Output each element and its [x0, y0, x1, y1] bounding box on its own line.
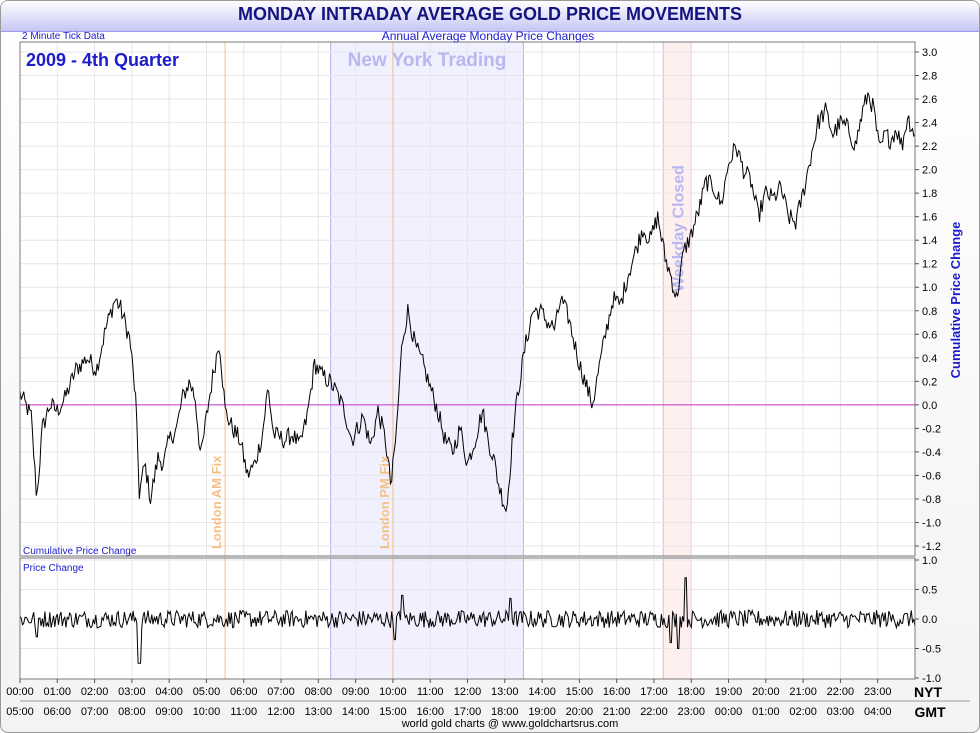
x-tick-label-gmt: 23:00 — [677, 706, 705, 718]
price-change-line — [19, 577, 916, 664]
x-tick-label-nyt: 18:00 — [677, 686, 705, 698]
y-tick-label: 1.4 — [922, 235, 937, 247]
y-tick-label: -1.0 — [922, 517, 941, 529]
x-tick-label-nyt: 21:00 — [789, 686, 817, 698]
x-tick-label-gmt: 06:00 — [44, 706, 72, 718]
y-tick-label: -1.2 — [922, 541, 941, 553]
x-tick-label-nyt: 04:00 — [155, 686, 183, 698]
y-tick-label: -0.8 — [922, 494, 941, 506]
chart-title: MONDAY INTRADAY AVERAGE GOLD PRICE MOVEM… — [237, 4, 743, 24]
period-label: 2009 - 4th Quarter — [26, 50, 179, 70]
y-tick-label: 0.6 — [922, 329, 937, 341]
x-tick-label-gmt: 15:00 — [379, 706, 407, 718]
y-tick-label: 1.0 — [922, 282, 937, 294]
y-tick-label: -0.6 — [922, 470, 941, 482]
x-tick-label-gmt: 14:00 — [342, 706, 370, 718]
y-tick-labels: 3.0 2.8 2.6 2.4 2.2 2.0 1.8 1.6 1.4 1.2 1.0 0.8 0.6 0… — [915, 47, 941, 685]
x-tick-label-gmt: 22:00 — [640, 706, 668, 718]
x-tick-label-gmt: 05:00 — [6, 706, 34, 718]
timezone-gmt: GMT — [914, 704, 946, 720]
y-tick-label: 2.2 — [922, 141, 937, 153]
x-tick-label-gmt: 07:00 — [81, 706, 109, 718]
x-tick-label-gmt: 20:00 — [566, 706, 594, 718]
x-tick-label-nyt: 10:00 — [379, 686, 407, 698]
x-tick-label-gmt: 09:00 — [155, 706, 183, 718]
y-tick-label: -1.0 — [922, 673, 941, 685]
footer-credit: world gold charts @ www.goldchartsrus.co… — [401, 718, 619, 730]
x-tick-label-gmt: 17:00 — [454, 706, 482, 718]
x-tick-label-gmt: 16:00 — [416, 706, 444, 718]
timezone-nyt: NYT — [914, 684, 942, 700]
y-tick-label: 0.0 — [922, 400, 937, 412]
x-tick-label-gmt: 03:00 — [827, 706, 855, 718]
y-tick-label: 3.0 — [922, 47, 937, 59]
y-tick-label: 1.0 — [922, 555, 937, 567]
x-tick-label-gmt: 10:00 — [193, 706, 221, 718]
y-axis-title: Cumulative Price Change — [948, 222, 963, 379]
y-tick-label: 1.2 — [922, 259, 937, 271]
change-panel-label: Price Change — [23, 563, 84, 574]
x-tick-label-gmt: 02:00 — [789, 706, 817, 718]
x-tick-label-gmt: 19:00 — [528, 706, 556, 718]
x-tick-labels: 00:00 05:00 01:00 06:00 02:00 07:00 03:00 08:00… — [6, 679, 891, 718]
x-tick-label-nyt: 15:00 — [566, 686, 594, 698]
x-tick-label-nyt: 22:00 — [827, 686, 855, 698]
y-tick-label: -0.5 — [922, 644, 941, 656]
y-tick-label: 0.5 — [922, 585, 937, 597]
x-tick-label-nyt: 17:00 — [640, 686, 668, 698]
x-tick-label-gmt: 01:00 — [752, 706, 780, 718]
x-tick-label-nyt: 03:00 — [118, 686, 146, 698]
ny-trading-band — [330, 42, 524, 556]
x-tick-label-nyt: 07:00 — [267, 686, 295, 698]
y-tick-label: 2.6 — [922, 94, 937, 106]
y-tick-label: 0.2 — [922, 376, 937, 388]
y-tick-label: 0.0 — [922, 614, 937, 626]
x-tick-label-gmt: 04:00 — [864, 706, 892, 718]
x-tick-label-nyt: 16:00 — [603, 686, 631, 698]
main-panel-label: Cumulative Price Change — [23, 546, 137, 557]
y-tick-label: -0.4 — [922, 447, 941, 459]
tick-note: 2 Minute Tick Data — [22, 31, 105, 42]
ny-trading-label: New York Trading — [348, 50, 507, 71]
x-tick-label-nyt: 00:00 — [6, 686, 34, 698]
x-tick-label-gmt: 00:00 — [715, 706, 743, 718]
y-tick-label: 0.8 — [922, 306, 937, 318]
main-plot-border — [19, 41, 916, 557]
y-tick-label: 1.6 — [922, 212, 937, 224]
x-tick-label-nyt: 19:00 — [715, 686, 743, 698]
y-tick-label: 2.8 — [922, 71, 937, 83]
x-tick-label-gmt: 18:00 — [491, 706, 519, 718]
london-pm-fix-label: London PM Fix — [377, 455, 392, 549]
x-tick-label-nyt: 23:00 — [864, 686, 892, 698]
x-tick-label-gmt: 13:00 — [305, 706, 333, 718]
x-tick-label-gmt: 21:00 — [603, 706, 631, 718]
x-tick-label-nyt: 02:00 — [81, 686, 109, 698]
y-tick-label: 2.4 — [922, 118, 937, 130]
x-tick-label-nyt: 11:00 — [417, 686, 444, 698]
y-tick-label: -0.2 — [922, 423, 941, 435]
y-tick-label: 1.8 — [922, 188, 937, 200]
chart-subtitle: Annual Average Monday Price Changes — [382, 29, 595, 43]
x-tick-label-nyt: 01:00 — [44, 686, 72, 698]
y-tick-label: 2.0 — [922, 165, 937, 177]
y-tick-label: 0.4 — [922, 353, 937, 365]
london-am-fix-label: London AM Fix — [209, 455, 224, 549]
weekday-closed-band — [663, 42, 692, 556]
x-tick-label-gmt: 08:00 — [118, 706, 146, 718]
x-tick-label-nyt: 12:00 — [454, 686, 482, 698]
x-tick-label-nyt: 14:00 — [528, 686, 556, 698]
title-bar: MONDAY INTRADAY AVERAGE GOLD PRICE MOVEM… — [1, 1, 979, 32]
grid-lines — [19, 42, 915, 679]
x-tick-label-nyt: 05:00 — [193, 686, 221, 698]
x-tick-label-gmt: 11:00 — [230, 706, 257, 718]
x-tick-label-gmt: 12:00 — [267, 706, 295, 718]
x-tick-label-nyt: 09:00 — [342, 686, 370, 698]
x-tick-label-nyt: 13:00 — [491, 686, 519, 698]
x-tick-label-nyt: 20:00 — [752, 686, 780, 698]
weekday-closed-label: Weekday Closed — [670, 165, 687, 292]
x-tick-label-nyt: 08:00 — [305, 686, 333, 698]
x-tick-label-nyt: 06:00 — [230, 686, 258, 698]
cumulative-price-line — [19, 92, 916, 513]
